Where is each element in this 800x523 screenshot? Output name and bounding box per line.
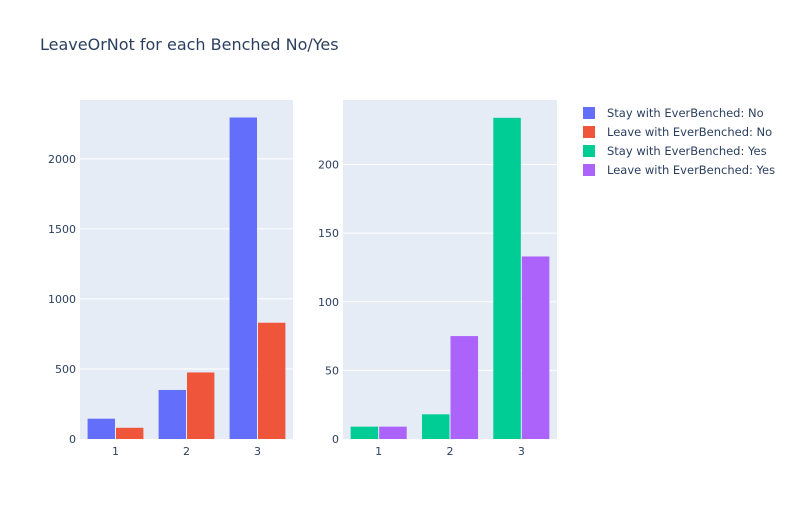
legend-swatch (583, 145, 595, 157)
subplots: 0 500 1000 1500 2000 1 2 3 0 50 100 150 200 1 2 3 (48, 100, 557, 458)
x-tick-label: 1 (112, 445, 119, 458)
legend-label: Stay with EverBenched: No (607, 106, 764, 120)
x-tick-label: 2 (183, 445, 190, 458)
legend-swatch (583, 126, 595, 138)
legend-item-1[interactable]: Stay with EverBenched: No (583, 106, 764, 120)
plot-area (80, 100, 293, 439)
legend-label: Leave with EverBenched: Yes (607, 163, 775, 177)
x-tick-label: 1 (375, 445, 382, 458)
y-tick-label: 200 (318, 159, 339, 172)
legend-item-4[interactable]: Leave with EverBenched: Yes (583, 163, 775, 177)
bar-2-2-1[interactable] (421, 414, 450, 439)
x-tick-label: 2 (447, 445, 454, 458)
chart-title: LeaveOrNot for each Benched No/Yes (40, 35, 339, 54)
bar-2-3-1[interactable] (493, 117, 521, 439)
y-tick-label: 150 (318, 227, 339, 240)
subplot-1: 0 500 1000 1500 2000 1 2 3 (48, 100, 293, 458)
x-tick-label: 3 (518, 445, 525, 458)
y-tick-label: 500 (55, 363, 76, 376)
legend-label: Stay with EverBenched: Yes (607, 144, 767, 158)
bar-1-3-2[interactable] (258, 322, 286, 439)
x-tick-label: 3 (254, 445, 261, 458)
plot-area (343, 100, 557, 439)
legend[interactable]: Stay with EverBenched: No Leave with Ever… (583, 106, 775, 177)
bar-2-3-2[interactable] (521, 256, 550, 439)
subplot-2: 0 50 100 150 200 1 2 3 (318, 100, 557, 458)
y-tick-label: 0 (332, 433, 339, 446)
legend-item-3[interactable]: Stay with EverBenched: Yes (583, 144, 767, 158)
bar-2-1-2[interactable] (379, 426, 407, 439)
y-tick-label: 0 (69, 433, 76, 446)
y-tick-label: 50 (325, 364, 339, 377)
bar-1-3-1[interactable] (229, 117, 257, 440)
legend-label: Leave with EverBenched: No (607, 125, 772, 139)
bar-1-1-1[interactable] (87, 418, 115, 439)
legend-swatch (583, 164, 595, 176)
bar-2-1-1[interactable] (350, 426, 379, 439)
y-tick-label: 100 (318, 296, 339, 309)
legend-swatch (583, 107, 595, 119)
y-tick-label: 2000 (48, 153, 76, 166)
bar-1-2-2[interactable] (187, 372, 215, 439)
bar-1-2-1[interactable] (158, 389, 186, 439)
legend-item-2[interactable]: Leave with EverBenched: No (583, 125, 772, 139)
y-tick-label: 1000 (48, 293, 76, 306)
y-tick-label: 1500 (48, 223, 76, 236)
bar-1-1-2[interactable] (116, 427, 144, 439)
bar-2-2-2[interactable] (450, 336, 479, 439)
